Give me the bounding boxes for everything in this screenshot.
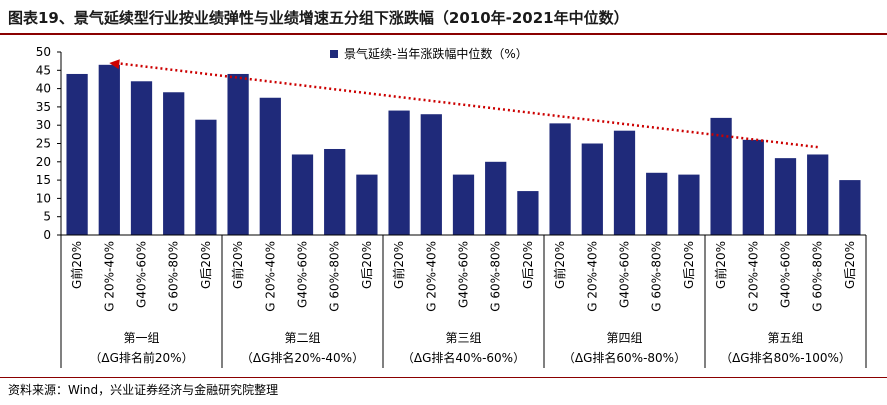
group-sublabel: （ΔG排名40%-60%） bbox=[402, 350, 525, 365]
bar bbox=[839, 180, 861, 235]
y-tick-label: 30 bbox=[36, 118, 51, 132]
bar bbox=[646, 172, 668, 235]
category-label: G 60%-80% bbox=[328, 241, 342, 312]
bar bbox=[452, 174, 475, 235]
group-label: 第三组 bbox=[445, 331, 481, 345]
category-label: G后20% bbox=[521, 241, 535, 289]
category-label: G后20% bbox=[199, 241, 213, 289]
y-tick-label: 10 bbox=[36, 191, 51, 205]
bar bbox=[774, 158, 797, 235]
bar bbox=[291, 154, 314, 235]
bar bbox=[130, 81, 153, 235]
y-tick-label: 0 bbox=[43, 228, 51, 242]
category-label: G40%-60% bbox=[457, 241, 471, 308]
bar bbox=[227, 73, 249, 236]
y-tick-label: 45 bbox=[36, 63, 51, 77]
bar bbox=[324, 148, 346, 235]
category-label: G 60%-80% bbox=[489, 241, 503, 312]
category-label: G40%-60% bbox=[779, 241, 793, 308]
category-label: G40%-60% bbox=[135, 241, 149, 308]
category-label: G后20% bbox=[682, 241, 696, 289]
bar bbox=[517, 191, 539, 235]
category-label: G 20%-40% bbox=[585, 241, 599, 312]
group-sublabel: （ΔG排名80%-100%） bbox=[720, 350, 851, 365]
y-tick-label: 35 bbox=[36, 100, 51, 114]
bar bbox=[678, 174, 700, 235]
legend-label: 景气延续-当年涨跌幅中位数（%） bbox=[344, 46, 528, 61]
bar bbox=[613, 130, 636, 235]
bar bbox=[259, 97, 281, 235]
bar bbox=[163, 92, 185, 235]
category-label: G前20% bbox=[69, 241, 84, 289]
source-divider bbox=[0, 377, 887, 378]
category-label: G后20% bbox=[360, 241, 374, 289]
bar bbox=[742, 139, 764, 235]
y-tick-label: 20 bbox=[36, 155, 51, 169]
bar bbox=[356, 174, 378, 235]
title-divider bbox=[0, 33, 887, 35]
y-tick-label: 15 bbox=[36, 173, 51, 187]
bar bbox=[710, 117, 732, 235]
bar bbox=[807, 154, 829, 235]
group-sublabel: （ΔG排名20%-40%） bbox=[241, 350, 364, 365]
bar bbox=[66, 73, 88, 236]
y-tick-label: 50 bbox=[36, 45, 51, 59]
category-label: G前20% bbox=[552, 241, 567, 289]
y-tick-label: 40 bbox=[36, 82, 51, 96]
bar bbox=[549, 123, 571, 235]
group-sublabel: （ΔG排名前20%） bbox=[89, 350, 193, 365]
category-label: G前20% bbox=[391, 241, 406, 289]
bar bbox=[388, 110, 410, 235]
title-bar: 图表19、景气延续型行业按业绩弹性与业绩增速五分组下涨跌幅（2010年-2021… bbox=[0, 0, 887, 35]
category-label: G40%-60% bbox=[618, 241, 632, 308]
category-label: G前20% bbox=[230, 241, 245, 289]
category-label: G 60%-80% bbox=[650, 241, 664, 312]
group-label: 第二组 bbox=[284, 331, 320, 345]
group-sublabel: （ΔG排名60%-80%） bbox=[563, 350, 686, 365]
chart-title: 图表19、景气延续型行业按业绩弹性与业绩增速五分组下涨跌幅（2010年-2021… bbox=[8, 9, 629, 27]
category-label: G 20%-40% bbox=[102, 241, 116, 312]
category-label: G前20% bbox=[713, 241, 728, 289]
bar bbox=[195, 119, 217, 235]
bar bbox=[485, 161, 507, 235]
legend-swatch bbox=[330, 50, 338, 58]
y-tick-label: 5 bbox=[43, 210, 51, 224]
y-tick-label: 25 bbox=[36, 137, 51, 151]
category-label: G 20%-40% bbox=[263, 241, 277, 312]
source-note: 资料来源：Wind，兴业证券经济与金融研究院整理 bbox=[8, 383, 279, 397]
group-label: 第五组 bbox=[767, 331, 803, 345]
bar-chart: 0 5 10 15 20 25 30 35 40 45 50 G前20% G 20%-40% G40%-6… bbox=[36, 45, 867, 368]
category-label: G 20%-40% bbox=[424, 241, 438, 312]
group-label: 第一组 bbox=[123, 331, 159, 345]
category-label: G40%-60% bbox=[296, 241, 310, 308]
category-label: G 60%-80% bbox=[167, 241, 181, 312]
category-label: G后20% bbox=[843, 241, 857, 289]
trend-line bbox=[115, 61, 818, 149]
bar bbox=[420, 114, 442, 235]
category-label: G 60%-80% bbox=[811, 241, 825, 312]
trend-arrowhead bbox=[109, 59, 120, 70]
group-label: 第四组 bbox=[606, 331, 642, 345]
bar bbox=[98, 64, 120, 235]
bar bbox=[581, 143, 603, 235]
category-label: G 20%-40% bbox=[746, 241, 760, 312]
